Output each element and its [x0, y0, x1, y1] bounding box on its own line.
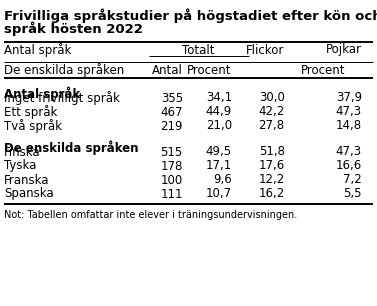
Text: 16,6: 16,6 — [336, 159, 362, 173]
Text: Not: Tabellen omfattar inte elever i träningsundervisningen.: Not: Tabellen omfattar inte elever i trä… — [4, 210, 297, 220]
Text: 17,6: 17,6 — [258, 159, 285, 173]
Text: 467: 467 — [160, 106, 183, 118]
Text: 219: 219 — [160, 120, 183, 132]
Text: 47,3: 47,3 — [336, 145, 362, 159]
Text: Flickor: Flickor — [246, 43, 285, 57]
Text: 49,5: 49,5 — [206, 145, 232, 159]
Text: 42,2: 42,2 — [258, 106, 285, 118]
Text: 355: 355 — [161, 91, 183, 105]
Text: 12,2: 12,2 — [258, 174, 285, 186]
Text: Procent: Procent — [187, 64, 232, 76]
Text: 21,0: 21,0 — [206, 120, 232, 132]
Text: språk hösten 2022: språk hösten 2022 — [4, 21, 143, 35]
Text: 9,6: 9,6 — [213, 174, 232, 186]
Text: Två språk: Två språk — [4, 119, 62, 133]
Text: Ett språk: Ett språk — [4, 105, 57, 119]
Text: 44,9: 44,9 — [205, 106, 232, 118]
Text: Inget frivilligt språk: Inget frivilligt språk — [4, 91, 120, 105]
Text: 17,1: 17,1 — [205, 159, 232, 173]
Text: 34,1: 34,1 — [206, 91, 232, 105]
Text: Spanska: Spanska — [4, 188, 54, 200]
Text: Franska: Franska — [4, 174, 49, 186]
Text: 111: 111 — [160, 188, 183, 200]
Text: 47,3: 47,3 — [336, 106, 362, 118]
Text: Antal språk: Antal språk — [4, 43, 71, 57]
Text: 51,8: 51,8 — [259, 145, 285, 159]
Text: 16,2: 16,2 — [258, 188, 285, 200]
Text: 100: 100 — [161, 174, 183, 186]
Text: De enskilda språken: De enskilda språken — [4, 63, 124, 77]
Text: 27,8: 27,8 — [259, 120, 285, 132]
Text: Totalt: Totalt — [182, 43, 215, 57]
Text: 14,8: 14,8 — [336, 120, 362, 132]
Text: Procent: Procent — [301, 64, 346, 76]
Text: 10,7: 10,7 — [206, 188, 232, 200]
Text: 37,9: 37,9 — [336, 91, 362, 105]
Text: Antal språk: Antal språk — [4, 86, 80, 101]
Text: Pojkar: Pojkar — [326, 43, 362, 57]
Text: Antal: Antal — [152, 64, 183, 76]
Text: 7,2: 7,2 — [343, 174, 362, 186]
Text: Finska: Finska — [4, 145, 40, 159]
Text: Tyska: Tyska — [4, 159, 36, 173]
Text: 5,5: 5,5 — [343, 188, 362, 200]
Text: 515: 515 — [161, 145, 183, 159]
Text: 178: 178 — [161, 159, 183, 173]
Text: 30,0: 30,0 — [259, 91, 285, 105]
Text: De enskilda språken: De enskilda språken — [4, 140, 138, 155]
Text: Frivilliga språkstudier på högstadiet efter kön och: Frivilliga språkstudier på högstadiet ef… — [4, 8, 377, 23]
